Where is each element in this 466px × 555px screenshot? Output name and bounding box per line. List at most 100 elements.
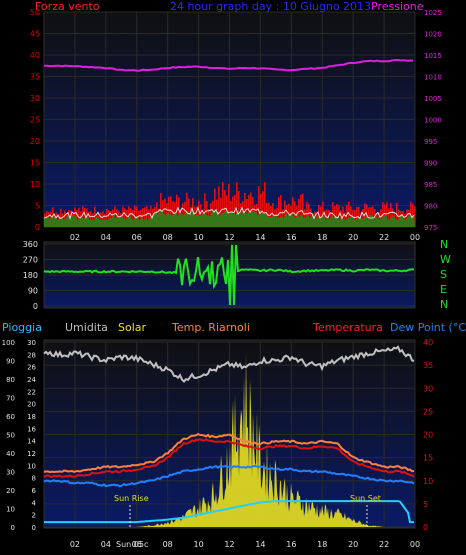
y-tick-label: 1025	[424, 9, 442, 17]
gust-bar	[368, 207, 370, 227]
x-tick-label: 10	[193, 233, 203, 242]
y-tick-label: 25	[423, 407, 433, 416]
gust-bar	[258, 186, 260, 227]
gust-bar	[354, 209, 356, 227]
temperature-axis-label: Temperatura	[312, 321, 383, 334]
rain-axis-label: Pioggia	[2, 321, 42, 334]
y-tick-label: 30	[423, 384, 433, 393]
dewpoint-line	[43, 464, 415, 488]
gust-bar	[412, 203, 414, 227]
gust-bar	[260, 193, 262, 227]
x-tick-label: 18	[317, 540, 327, 549]
gust-bar	[298, 198, 300, 227]
y-tick-label: 90	[6, 358, 15, 366]
y-tick-label: 0	[35, 223, 40, 232]
x-tick-label: 02	[70, 233, 80, 242]
y-tick-label: 270	[23, 256, 38, 265]
x-tick-label: 18	[317, 233, 327, 242]
y-tick-label: 100	[2, 339, 15, 347]
gust-bar	[214, 188, 216, 227]
gust-bar	[390, 202, 392, 227]
temperature-panel: Sun Rise Sun Set Sun 05c 010203040506070…	[2, 321, 466, 549]
gust-bar	[270, 205, 272, 227]
y-tick-label: 10	[27, 462, 36, 470]
solar-axis-label: Solar	[118, 321, 147, 334]
compass-label: E	[440, 283, 447, 296]
gust-bar	[280, 195, 282, 227]
gust-bar	[90, 211, 92, 227]
x-tick-label: 22	[379, 233, 389, 242]
wind-axis-label: Forza vento	[35, 0, 100, 13]
gust-bar	[206, 200, 208, 227]
gust-bar	[238, 190, 240, 227]
x-tick-label: 12	[224, 233, 234, 242]
gust-bar	[146, 206, 148, 227]
y-tick-label: 50	[30, 8, 40, 17]
y-tick-label: 28	[27, 351, 36, 359]
gust-bar	[386, 202, 388, 227]
x-tick-label: 14	[255, 540, 265, 549]
x-tick-label: 06	[132, 540, 142, 549]
gust-bar	[108, 210, 110, 227]
gust-bar	[264, 182, 266, 227]
temperature-line	[43, 438, 415, 479]
y-tick-label: 5	[423, 500, 428, 509]
gust-bar	[148, 209, 150, 227]
gust-bar	[122, 206, 124, 227]
x-tick-label: 04	[101, 233, 111, 242]
x-tick-label: 08	[163, 540, 173, 549]
x-tick-label: 20	[348, 540, 358, 549]
gust-bar	[388, 208, 390, 227]
y-tick-label: 90	[28, 287, 38, 296]
y-tick-label: 25	[30, 116, 40, 125]
gust-bar	[138, 210, 140, 227]
gust-bar	[140, 209, 142, 227]
y-tick-label: 30	[6, 469, 15, 477]
x-tick-label: 06	[132, 233, 142, 242]
x-tick-label: 22	[379, 540, 389, 549]
x-tick-label: 08	[163, 233, 173, 242]
x-tick-label: 20	[348, 233, 358, 242]
pressure-line	[43, 58, 414, 72]
x-tick-label: 00	[410, 540, 420, 549]
y-tick-label: 50	[6, 432, 15, 440]
compass-label: N	[440, 238, 448, 251]
gust-bar	[102, 211, 104, 227]
gust-bar	[220, 197, 222, 227]
wind-speed-line	[43, 206, 415, 220]
panel1-right-axis: 975 980 985 990 995 1000 1005 1010 1015 1020 1025	[424, 9, 442, 232]
gust-bar	[266, 202, 268, 227]
y-tick-label: 1020	[424, 31, 442, 39]
gust-bar	[126, 209, 128, 227]
compass-label: W	[440, 253, 451, 266]
y-tick-label: 4	[32, 499, 37, 507]
gust-bar	[170, 196, 172, 227]
y-tick-label: 20	[6, 487, 15, 495]
gust-bar	[284, 200, 286, 227]
panel3-left-axis: 0 10 20 30 40 50 60 70 80 90 100	[2, 339, 15, 532]
y-tick-label: 26	[27, 364, 36, 372]
gust-bar	[128, 206, 130, 227]
x-tick-label: 14	[255, 233, 265, 242]
gust-bar	[94, 206, 96, 227]
y-tick-label: 1010	[424, 74, 442, 82]
y-tick-label: 35	[30, 73, 40, 82]
gust-bar	[302, 193, 304, 227]
y-tick-label: 15	[423, 454, 433, 463]
y-tick-label: 20	[423, 431, 433, 440]
panel2-y-axis: 0 90 180 270 360	[23, 240, 38, 311]
gust-bar	[332, 202, 334, 227]
gust-bar	[296, 205, 298, 227]
y-tick-label: 180	[23, 271, 38, 280]
heat-index-axis-label: Temp. Riarnoli	[171, 321, 250, 334]
gust-bar	[246, 199, 248, 227]
gust-bar	[64, 210, 66, 227]
y-tick-label: 40	[6, 450, 15, 458]
y-tick-label: 45	[30, 30, 40, 39]
compass-label: N	[440, 298, 448, 311]
y-tick-label: 24	[27, 376, 36, 384]
y-tick-label: 10	[6, 506, 15, 514]
sun-time-label: Sun 05c	[116, 540, 148, 549]
y-tick-label: 360	[23, 240, 38, 249]
